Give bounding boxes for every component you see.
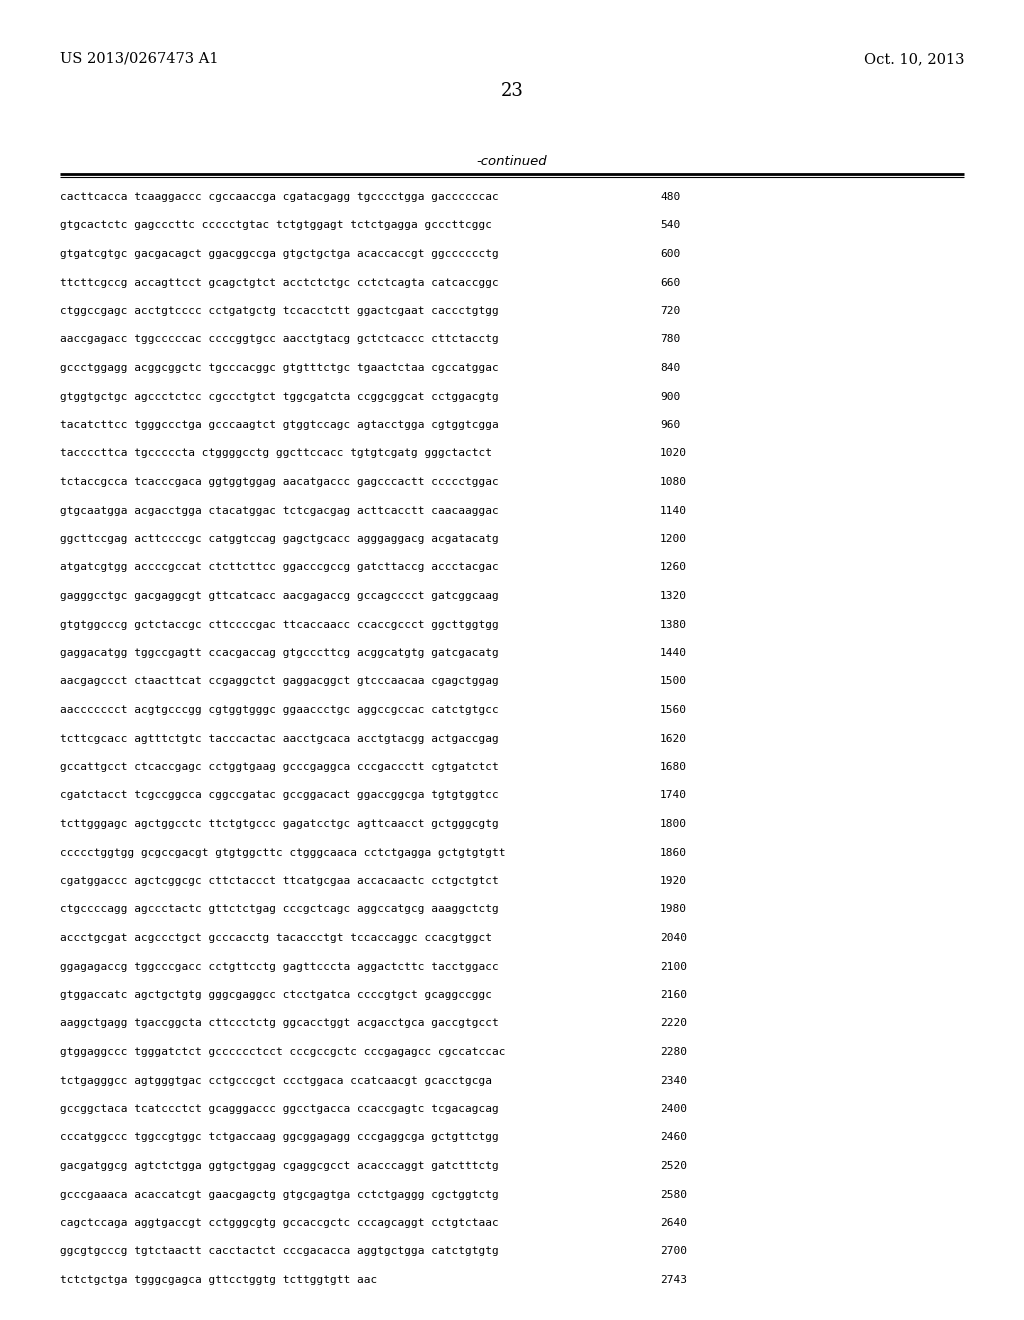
Text: tcttcgcacc agtttctgtc tacccactac aacctgcaca acctgtacgg actgaccgag: tcttcgcacc agtttctgtc tacccactac aacctgc… xyxy=(60,734,499,743)
Text: tacatcttcc tgggccctga gcccaagtct gtggtccagc agtacctgga cgtggtcgga: tacatcttcc tgggccctga gcccaagtct gtggtcc… xyxy=(60,420,499,430)
Text: 2220: 2220 xyxy=(660,1019,687,1028)
Text: 960: 960 xyxy=(660,420,680,430)
Text: 840: 840 xyxy=(660,363,680,374)
Text: 2640: 2640 xyxy=(660,1218,687,1228)
Text: tctgagggcc agtgggtgac cctgcccgct ccctggaca ccatcaacgt gcacctgcga: tctgagggcc agtgggtgac cctgcccgct ccctgga… xyxy=(60,1076,492,1085)
Text: aaggctgagg tgaccggcta cttccctctg ggcacctggt acgacctgca gaccgtgcct: aaggctgagg tgaccggcta cttccctctg ggcacct… xyxy=(60,1019,499,1028)
Text: 2280: 2280 xyxy=(660,1047,687,1057)
Text: taccccttca tgcccccta ctggggcctg ggcttccacc tgtgtcgatg gggctactct: taccccttca tgcccccta ctggggcctg ggcttcca… xyxy=(60,449,492,458)
Text: 540: 540 xyxy=(660,220,680,231)
Text: 1800: 1800 xyxy=(660,818,687,829)
Text: ctggccgagc acctgtcccc cctgatgctg tccacctctt ggactcgaat caccctgtgg: ctggccgagc acctgtcccc cctgatgctg tccacct… xyxy=(60,306,499,315)
Text: 1560: 1560 xyxy=(660,705,687,715)
Text: 2400: 2400 xyxy=(660,1104,687,1114)
Text: accctgcgat acgccctgct gcccacctg tacaccctgt tccaccaggc ccacgtggct: accctgcgat acgccctgct gcccacctg tacaccct… xyxy=(60,933,492,942)
Text: ggagagaccg tggcccgacc cctgttcctg gagttcccta aggactcttc tacctggacc: ggagagaccg tggcccgacc cctgttcctg gagttcc… xyxy=(60,961,499,972)
Text: 1680: 1680 xyxy=(660,762,687,772)
Text: gtgatcgtgc gacgacagct ggacggccga gtgctgctga acaccaccgt ggcccccctg: gtgatcgtgc gacgacagct ggacggccga gtgctgc… xyxy=(60,249,499,259)
Text: gtggaggccc tgggatctct gcccccctcct cccgccgctc cccgagagcc cgccatccac: gtggaggccc tgggatctct gcccccctcct cccgcc… xyxy=(60,1047,506,1057)
Text: atgatcgtgg accccgccat ctcttcttcc ggacccgccg gatcttaccg accctacgac: atgatcgtgg accccgccat ctcttcttcc ggacccg… xyxy=(60,562,499,573)
Text: ttcttcgccg accagttcct gcagctgtct acctctctgc cctctcagta catcaccggc: ttcttcgccg accagttcct gcagctgtct acctctc… xyxy=(60,277,499,288)
Text: 780: 780 xyxy=(660,334,680,345)
Text: 1740: 1740 xyxy=(660,791,687,800)
Text: US 2013/0267473 A1: US 2013/0267473 A1 xyxy=(60,51,218,66)
Text: gccctggagg acggcggctc tgcccacggc gtgtttctgc tgaactctaa cgccatggac: gccctggagg acggcggctc tgcccacggc gtgtttc… xyxy=(60,363,499,374)
Text: -continued: -continued xyxy=(477,154,547,168)
Text: 1620: 1620 xyxy=(660,734,687,743)
Text: 23: 23 xyxy=(501,82,523,100)
Text: Oct. 10, 2013: Oct. 10, 2013 xyxy=(863,51,964,66)
Text: gtgtggcccg gctctaccgc cttccccgac ttcaccaacc ccaccgccct ggcttggtgg: gtgtggcccg gctctaccgc cttccccgac ttcacca… xyxy=(60,619,499,630)
Text: aaccgagacc tggcccccac ccccggtgcc aacctgtacg gctctcaccc cttctacctg: aaccgagacc tggcccccac ccccggtgcc aacctgt… xyxy=(60,334,499,345)
Text: cgatctacct tcgccggcca cggccgatac gccggacact ggaccggcga tgtgtggtcc: cgatctacct tcgccggcca cggccgatac gccggac… xyxy=(60,791,499,800)
Text: 2743: 2743 xyxy=(660,1275,687,1284)
Text: 1440: 1440 xyxy=(660,648,687,657)
Text: 600: 600 xyxy=(660,249,680,259)
Text: 1200: 1200 xyxy=(660,535,687,544)
Text: gtgcactctc gagcccttc ccccctgtac tctgtggagt tctctgagga gcccttcggc: gtgcactctc gagcccttc ccccctgtac tctgtgga… xyxy=(60,220,492,231)
Text: 1860: 1860 xyxy=(660,847,687,858)
Text: 900: 900 xyxy=(660,392,680,401)
Text: 2340: 2340 xyxy=(660,1076,687,1085)
Text: tcttgggagc agctggcctc ttctgtgccc gagatcctgc agttcaacct gctgggcgtg: tcttgggagc agctggcctc ttctgtgccc gagatcc… xyxy=(60,818,499,829)
Text: ctgccccagg agccctactc gttctctgag cccgctcagc aggccatgcg aaaggctctg: ctgccccagg agccctactc gttctctgag cccgctc… xyxy=(60,904,499,915)
Text: 2520: 2520 xyxy=(660,1162,687,1171)
Text: 2460: 2460 xyxy=(660,1133,687,1143)
Text: 2100: 2100 xyxy=(660,961,687,972)
Text: ggcgtgcccg tgtctaactt cacctactct cccgacacca aggtgctgga catctgtgtg: ggcgtgcccg tgtctaactt cacctactct cccgaca… xyxy=(60,1246,499,1257)
Text: tctctgctga tgggcgagca gttcctggtg tcttggtgtt aac: tctctgctga tgggcgagca gttcctggtg tcttggt… xyxy=(60,1275,377,1284)
Text: tctaccgcca tcacccgaca ggtggtggag aacatgaccc gagcccactt ccccctggac: tctaccgcca tcacccgaca ggtggtggag aacatga… xyxy=(60,477,499,487)
Text: 2580: 2580 xyxy=(660,1189,687,1200)
Text: cagctccaga aggtgaccgt cctgggcgtg gccaccgctc cccagcaggt cctgtctaac: cagctccaga aggtgaccgt cctgggcgtg gccaccg… xyxy=(60,1218,499,1228)
Text: 1320: 1320 xyxy=(660,591,687,601)
Text: aacgagccct ctaacttcat ccgaggctct gaggacggct gtcccaacaa cgagctggag: aacgagccct ctaacttcat ccgaggctct gaggacg… xyxy=(60,676,499,686)
Text: 1260: 1260 xyxy=(660,562,687,573)
Text: 1080: 1080 xyxy=(660,477,687,487)
Text: gaggacatgg tggccgagtt ccacgaccag gtgcccttcg acggcatgtg gatcgacatg: gaggacatgg tggccgagtt ccacgaccag gtgccct… xyxy=(60,648,499,657)
Text: gtggaccatc agctgctgtg gggcgaggcc ctcctgatca ccccgtgct gcaggccggc: gtggaccatc agctgctgtg gggcgaggcc ctcctga… xyxy=(60,990,492,1001)
Text: cacttcacca tcaaggaccc cgccaaccga cgatacgagg tgcccctgga gaccccccac: cacttcacca tcaaggaccc cgccaaccga cgatacg… xyxy=(60,191,499,202)
Text: 1980: 1980 xyxy=(660,904,687,915)
Text: 1380: 1380 xyxy=(660,619,687,630)
Text: 660: 660 xyxy=(660,277,680,288)
Text: aaccccccct acgtgcccgg cgtggtgggc ggaaccctgc aggccgccac catctgtgcc: aaccccccct acgtgcccgg cgtggtgggc ggaaccc… xyxy=(60,705,499,715)
Text: 1020: 1020 xyxy=(660,449,687,458)
Text: 480: 480 xyxy=(660,191,680,202)
Text: gcccgaaaca acaccatcgt gaacgagctg gtgcgagtga cctctgaggg cgctggtctg: gcccgaaaca acaccatcgt gaacgagctg gtgcgag… xyxy=(60,1189,499,1200)
Text: gacgatggcg agtctctgga ggtgctggag cgaggcgcct acacccaggt gatctttctg: gacgatggcg agtctctgga ggtgctggag cgaggcg… xyxy=(60,1162,499,1171)
Text: 2700: 2700 xyxy=(660,1246,687,1257)
Text: gccattgcct ctcaccgagc cctggtgaag gcccgaggca cccgaccctt cgtgatctct: gccattgcct ctcaccgagc cctggtgaag gcccgag… xyxy=(60,762,499,772)
Text: 1500: 1500 xyxy=(660,676,687,686)
Text: cccatggccc tggccgtggc tctgaccaag ggcggagagg cccgaggcga gctgttctgg: cccatggccc tggccgtggc tctgaccaag ggcggag… xyxy=(60,1133,499,1143)
Text: gtgcaatgga acgacctgga ctacatggac tctcgacgag acttcacctt caacaaggac: gtgcaatgga acgacctgga ctacatggac tctcgac… xyxy=(60,506,499,516)
Text: gtggtgctgc agccctctcc cgccctgtct tggcgatcta ccggcggcat cctggacgtg: gtggtgctgc agccctctcc cgccctgtct tggcgat… xyxy=(60,392,499,401)
Text: ggcttccgag acttccccgc catggtccag gagctgcacc agggaggacg acgatacatg: ggcttccgag acttccccgc catggtccag gagctgc… xyxy=(60,535,499,544)
Text: gagggcctgc gacgaggcgt gttcatcacc aacgagaccg gccagcccct gatcggcaag: gagggcctgc gacgaggcgt gttcatcacc aacgaga… xyxy=(60,591,499,601)
Text: 1140: 1140 xyxy=(660,506,687,516)
Text: ccccctggtgg gcgccgacgt gtgtggcttc ctgggcaaca cctctgagga gctgtgtgtt: ccccctggtgg gcgccgacgt gtgtggcttc ctgggc… xyxy=(60,847,506,858)
Text: 2160: 2160 xyxy=(660,990,687,1001)
Text: gccggctaca tcatccctct gcagggaccc ggcctgacca ccaccgagtc tcgacagcag: gccggctaca tcatccctct gcagggaccc ggcctga… xyxy=(60,1104,499,1114)
Text: cgatggaccc agctcggcgc cttctaccct ttcatgcgaa accacaactc cctgctgtct: cgatggaccc agctcggcgc cttctaccct ttcatgc… xyxy=(60,876,499,886)
Text: 2040: 2040 xyxy=(660,933,687,942)
Text: 720: 720 xyxy=(660,306,680,315)
Text: 1920: 1920 xyxy=(660,876,687,886)
